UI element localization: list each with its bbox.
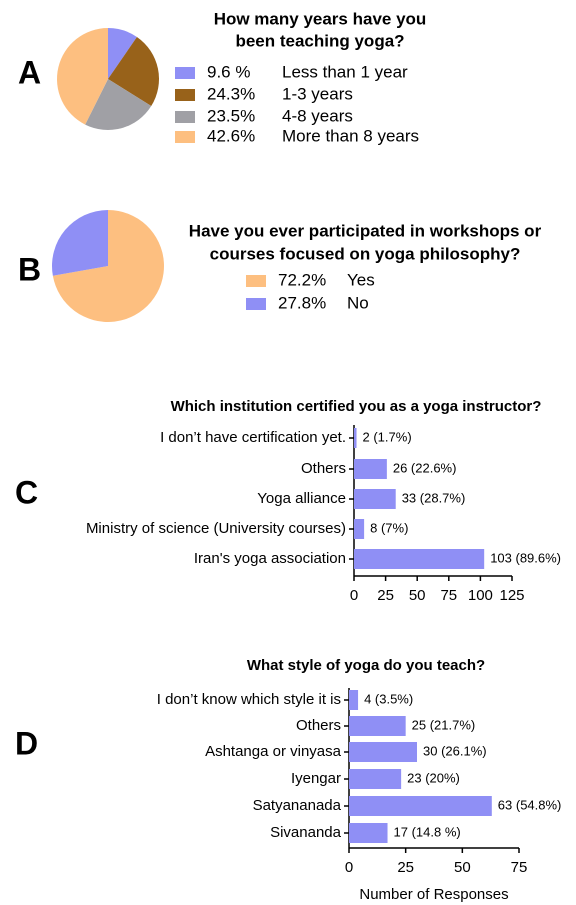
value-label: 26 (22.6%) (393, 460, 457, 475)
y-tick-label: I don’t know which style it is (157, 691, 341, 708)
y-tick-label: Ashtanga or vinyasa (205, 743, 342, 760)
pie-slice (108, 36, 159, 107)
legend-label: 1-3 years (282, 84, 353, 103)
bar (349, 742, 417, 762)
value-label: 23 (20%) (407, 770, 460, 785)
value-label: 4 (3.5%) (364, 691, 413, 706)
value-label: 63 (54.8%) (498, 797, 562, 812)
chart-title: What style of yoga do you teach? (247, 657, 485, 674)
y-tick-label: I don’t have certification yet. (160, 429, 346, 446)
value-label: 33 (28.7%) (402, 490, 466, 505)
x-tick-label: 50 (409, 587, 426, 604)
bar (354, 519, 365, 539)
panel-letter: A (18, 54, 41, 90)
x-tick-label: 75 (511, 859, 528, 876)
chart-title: How many years have you (214, 9, 427, 28)
bar (349, 796, 492, 816)
chart-title: Which institution certified you as a yog… (171, 398, 542, 415)
value-label: 2 (1.7%) (363, 429, 412, 444)
pie-slice (108, 28, 137, 79)
bar (354, 428, 357, 448)
bar (354, 549, 485, 569)
legend-value: 24.3% (207, 84, 255, 103)
bar (349, 716, 406, 736)
pie-slice (52, 210, 108, 276)
legend-swatch (175, 67, 195, 79)
legend-label: More than 8 years (282, 126, 419, 145)
legend-value: 23.5% (207, 106, 255, 125)
y-tick-label: Sivananda (270, 824, 342, 841)
legend-label: 4-8 years (282, 106, 353, 125)
value-label: 17 (14.8 %) (394, 824, 461, 839)
x-tick-label: 100 (468, 587, 493, 604)
y-tick-label: Others (296, 717, 341, 734)
x-tick-label: 125 (499, 587, 524, 604)
pie-slice (56, 28, 108, 125)
value-label: 25 (21.7%) (412, 717, 476, 732)
legend-value: 27.8% (278, 293, 326, 312)
legend-label: Less than 1 year (282, 62, 408, 81)
bar (354, 459, 387, 479)
x-tick-label: 25 (397, 859, 414, 876)
pie-slice (52, 210, 164, 323)
legend-swatch (175, 89, 195, 101)
legend-value: 72.2% (278, 270, 326, 289)
value-label: 103 (89.6%) (490, 550, 561, 565)
y-tick-label: Satyananada (253, 797, 342, 814)
legend-value: 42.6% (207, 126, 255, 145)
x-tick-label: 0 (345, 859, 353, 876)
x-tick-label: 75 (440, 587, 457, 604)
chart-title: Have you ever participated in workshops … (189, 221, 542, 240)
y-tick-label: Yoga alliance (257, 490, 346, 507)
legend-label: No (347, 293, 369, 312)
legend-label: Yes (347, 270, 375, 289)
pie-slice (85, 79, 152, 130)
x-axis-label: Number of Responses (359, 886, 508, 903)
chart-title: been teaching yoga? (235, 31, 404, 50)
y-tick-label: Ministry of science (University courses) (86, 520, 346, 537)
panel-letter: D (15, 725, 38, 761)
legend-swatch (246, 275, 266, 287)
x-tick-label: 50 (454, 859, 471, 876)
y-tick-label: Iyengar (291, 770, 341, 787)
x-tick-label: 25 (377, 587, 394, 604)
panel-letter: B (18, 251, 41, 287)
value-label: 8 (7%) (370, 520, 408, 535)
legend-swatch (175, 131, 195, 143)
panel-letter: C (15, 474, 38, 510)
legend-swatch (246, 298, 266, 310)
bar (349, 823, 388, 843)
bar (349, 769, 402, 789)
bar (349, 690, 359, 710)
legend-swatch (175, 111, 195, 123)
legend-value: 9.6 % (207, 62, 250, 81)
y-tick-label: Others (301, 460, 346, 477)
y-tick-label: Iran's yoga association (194, 550, 346, 567)
chart-title: courses focused on yoga philosophy? (210, 244, 521, 263)
x-tick-label: 0 (350, 587, 358, 604)
bar (354, 489, 396, 509)
value-label: 30 (26.1%) (423, 743, 487, 758)
